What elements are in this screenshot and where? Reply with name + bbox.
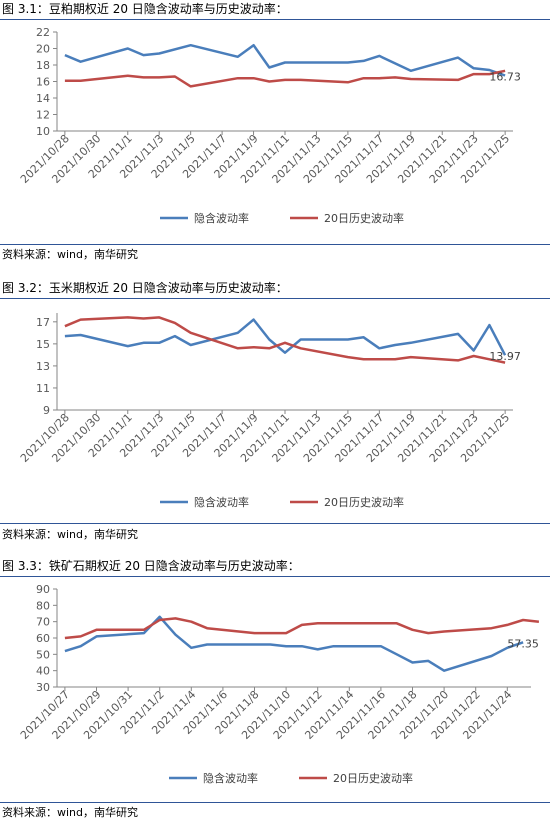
implied-vs-historical-volatility-chart-2: 9111315172021/10/282021/10/302021/11/120… [18, 313, 521, 509]
series-line-implied [64, 615, 524, 672]
y-tick-label: 80 [36, 599, 50, 612]
source-rule-3 [0, 802, 550, 803]
implied-vs-historical-volatility-chart-3: 304050607080902021/10/272021/10/292021/1… [18, 583, 540, 785]
y-tick-label: 14 [36, 92, 50, 105]
series-line-implied [64, 318, 507, 356]
legend-label-historical: 20日历史波动率 [324, 495, 404, 509]
title-rule-3 [0, 576, 550, 577]
source-rule-1 [0, 244, 550, 245]
y-tick-label: 60 [36, 632, 50, 645]
y-tick-label: 90 [36, 583, 50, 596]
end-value-label: 16.73 [489, 70, 521, 83]
source-note-3: 资料来源：wind，南华研究 [2, 806, 139, 819]
source-note-1: 资料来源：wind，南华研究 [2, 248, 139, 261]
source-rule-2 [0, 523, 550, 524]
y-tick-label: 12 [36, 109, 50, 122]
legend-label-implied: 隐含波动率 [194, 495, 249, 509]
y-tick-label: 16 [36, 76, 50, 89]
y-tick-label: 20 [36, 43, 50, 56]
source-note-2: 资料来源：wind，南华研究 [2, 528, 139, 541]
y-tick-label: 50 [36, 648, 50, 661]
legend-label-implied: 隐含波动率 [194, 211, 249, 225]
y-tick-label: 18 [36, 59, 50, 72]
y-tick-label: 70 [36, 616, 50, 629]
y-tick-label: 11 [36, 382, 50, 395]
end-value-label: 13.97 [489, 350, 521, 363]
series-line-historical [64, 316, 506, 364]
y-tick-label: 10 [36, 125, 50, 138]
legend-label-historical: 20日历史波动率 [333, 771, 413, 785]
title-rule-1 [0, 19, 550, 20]
y-tick-label: 13 [36, 360, 50, 373]
series-line-historical [64, 617, 540, 640]
series-line-historical [64, 69, 506, 88]
series-line-implied [64, 43, 506, 77]
y-tick-label: 9 [43, 404, 50, 417]
y-tick-label: 17 [36, 316, 50, 329]
y-tick-label: 22 [36, 26, 50, 39]
title-rule-2 [0, 298, 550, 299]
y-tick-label: 30 [36, 681, 50, 694]
y-tick-label: 15 [36, 338, 50, 351]
figure-title-3: 图 3.3：铁矿石期权近 20 日隐含波动率与历史波动率： [2, 559, 300, 573]
figure-title-2: 图 3.2：玉米期权近 20 日隐含波动率与历史波动率： [2, 281, 288, 295]
y-tick-label: 40 [36, 665, 50, 678]
legend-label-implied: 隐含波动率 [203, 771, 258, 785]
implied-vs-historical-volatility-chart-1: 101214161820222021/10/282021/10/302021/1… [18, 26, 521, 225]
end-value-label: 57.35 [507, 637, 539, 650]
legend-label-historical: 20日历史波动率 [324, 211, 404, 225]
figure-title-1: 图 3.1：豆粕期权近 20 日隐含波动率与历史波动率： [2, 2, 288, 16]
